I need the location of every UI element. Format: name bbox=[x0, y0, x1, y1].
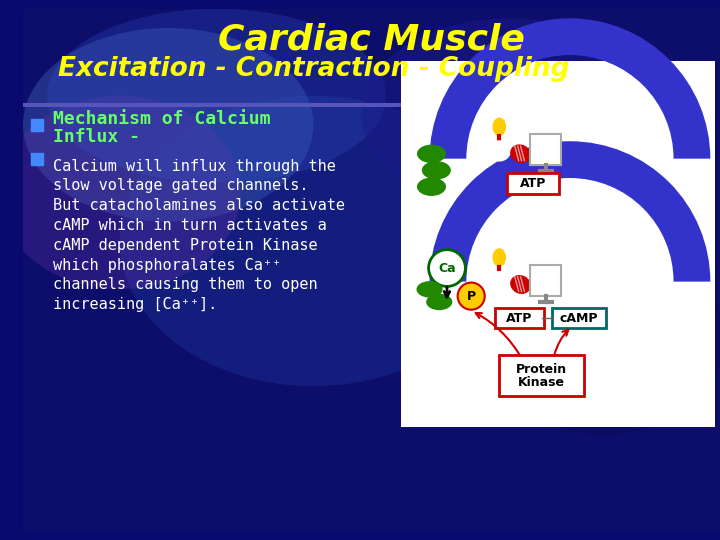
Bar bbox=[23, 103, 439, 107]
Ellipse shape bbox=[510, 275, 531, 294]
Wedge shape bbox=[430, 141, 711, 282]
Ellipse shape bbox=[361, 18, 652, 212]
Bar bbox=[400, 61, 715, 427]
Ellipse shape bbox=[510, 144, 531, 163]
Text: Cardiac Muscle: Cardiac Muscle bbox=[218, 23, 525, 57]
Ellipse shape bbox=[492, 248, 506, 267]
Text: Excitation - Contraction - Coupling: Excitation - Contraction - Coupling bbox=[58, 56, 569, 82]
Bar bbox=[489, 141, 510, 151]
Bar bbox=[530, 134, 561, 165]
Text: P: P bbox=[467, 289, 476, 302]
Text: cAMP: cAMP bbox=[559, 312, 598, 325]
Text: Protein: Protein bbox=[516, 363, 567, 376]
Ellipse shape bbox=[120, 96, 507, 386]
Ellipse shape bbox=[0, 96, 240, 289]
Text: ATP: ATP bbox=[520, 177, 546, 190]
Ellipse shape bbox=[47, 9, 386, 183]
Ellipse shape bbox=[416, 281, 443, 298]
Ellipse shape bbox=[483, 241, 720, 435]
FancyBboxPatch shape bbox=[507, 173, 559, 194]
Ellipse shape bbox=[487, 140, 511, 161]
Text: Ca: Ca bbox=[438, 261, 456, 274]
Text: Influx -: Influx - bbox=[53, 129, 140, 146]
FancyBboxPatch shape bbox=[499, 355, 585, 396]
Ellipse shape bbox=[487, 271, 511, 292]
Ellipse shape bbox=[417, 178, 446, 196]
Ellipse shape bbox=[417, 145, 446, 163]
FancyBboxPatch shape bbox=[552, 308, 606, 328]
Ellipse shape bbox=[426, 294, 452, 310]
Ellipse shape bbox=[23, 28, 313, 221]
Text: Calcium will influx through the
slow voltage gated channels.
But catacholamines : Calcium will influx through the slow vol… bbox=[53, 159, 345, 312]
FancyBboxPatch shape bbox=[495, 308, 544, 328]
Text: ATP: ATP bbox=[506, 312, 533, 325]
Ellipse shape bbox=[492, 118, 506, 136]
Wedge shape bbox=[430, 18, 711, 159]
Ellipse shape bbox=[422, 161, 451, 179]
Bar bbox=[530, 265, 561, 296]
Text: Mechanism of Calcium: Mechanism of Calcium bbox=[53, 110, 271, 128]
Bar bbox=[489, 272, 510, 282]
Circle shape bbox=[458, 282, 485, 310]
Circle shape bbox=[428, 249, 465, 286]
Text: Kinase: Kinase bbox=[518, 376, 565, 389]
